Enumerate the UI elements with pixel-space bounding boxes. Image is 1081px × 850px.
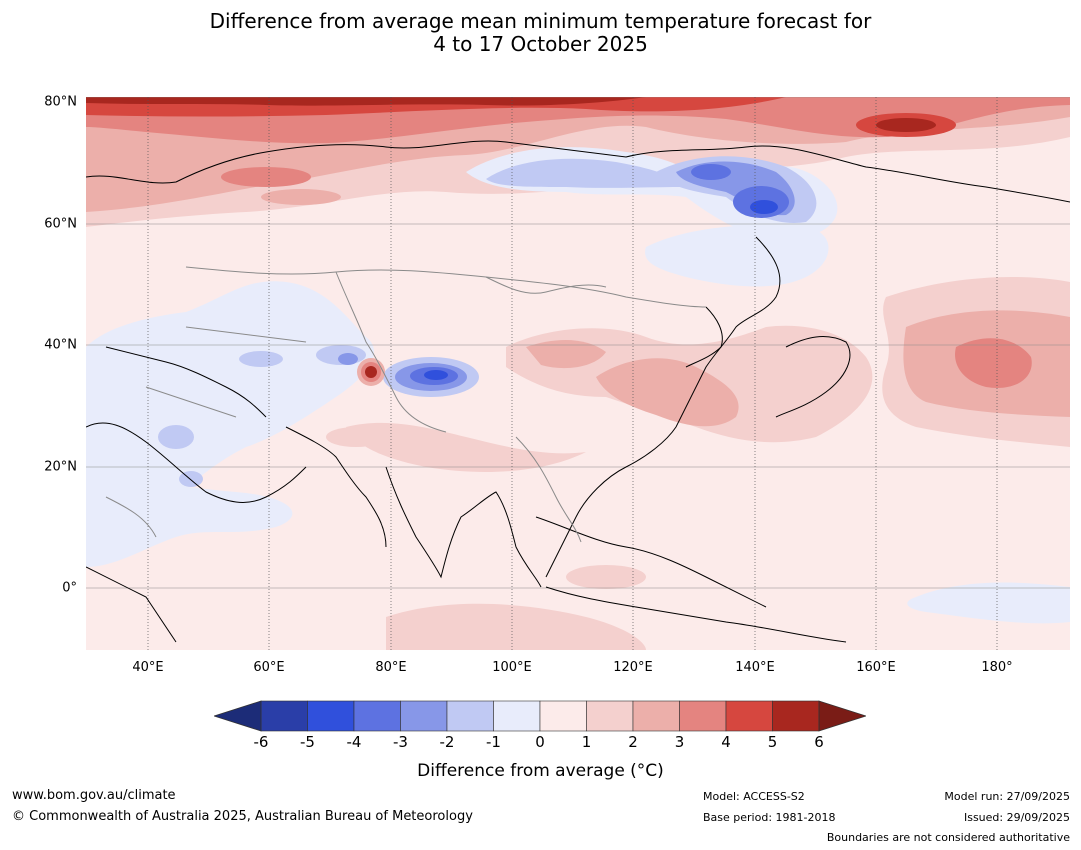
lon-label-80e: 80°E — [375, 660, 407, 675]
anomaly-field-5-6 — [86, 97, 646, 106]
cold-anomaly-pacific — [907, 582, 1070, 624]
warm-anomaly-china-coast — [596, 358, 739, 427]
cold-anomaly-pamir-core — [338, 353, 358, 365]
colorbar-cell — [539, 700, 587, 732]
footer-base-period: Base period: 1981-2018 — [703, 811, 836, 824]
colorbar-under-arrow — [214, 700, 262, 732]
colorbar-tick-label: -5 — [300, 733, 315, 751]
footer-copyright: © Commonwealth of Australia 2025, Austra… — [12, 809, 473, 824]
warm-anomaly-south-china — [346, 422, 586, 472]
colorbar-cell — [446, 700, 494, 732]
lon-label-160e: 160°E — [856, 660, 896, 675]
colorbar-cell — [307, 700, 355, 732]
cold-anomaly-mongolia — [645, 225, 829, 287]
warm-anomaly-himalaya — [326, 427, 386, 447]
warm-anomaly-indonesia — [566, 565, 646, 589]
lat-label-60n: 60°N — [44, 216, 77, 232]
cold-anomaly-secondary — [691, 164, 731, 180]
coastlines — [86, 140, 1070, 643]
lat-label-0: 0° — [62, 580, 77, 596]
lon-label-60e: 60°E — [253, 660, 285, 675]
cold-anomaly-arabia-south — [179, 471, 203, 487]
footer-website[interactable]: www.bom.gov.au/climate — [12, 788, 176, 803]
colorbar-cell — [400, 700, 448, 732]
cold-anomaly-east-africa — [86, 477, 293, 567]
colorbar-cell — [260, 700, 308, 732]
warm-anomaly-karakoram-core — [365, 366, 377, 378]
lat-label-40n: 40°N — [44, 337, 77, 353]
map-title-line-2: 4 to 17 October 2025 — [433, 32, 648, 56]
lat-label-80n: 80°N — [44, 94, 77, 110]
colorbar-tick-label: 6 — [814, 733, 824, 751]
colorbar-over-arrow — [818, 700, 866, 732]
colorbar-cell — [586, 700, 634, 732]
warm-anomaly-chukchi-core — [876, 118, 936, 132]
colorbar-cell — [632, 700, 680, 732]
lon-label-120e: 120°E — [613, 660, 653, 675]
colorbar-tick-label: 5 — [767, 733, 778, 751]
colorbar-cell — [725, 700, 773, 732]
warm-anomaly-barents — [221, 167, 311, 187]
colorbar-tick-label: -4 — [346, 733, 362, 751]
country-borders — [105, 266, 707, 543]
cold-anomaly-central-asia — [86, 281, 375, 539]
colorbar-tick-label: 3 — [674, 733, 685, 751]
footer-model: Model: ACCESS-S2 — [703, 790, 805, 803]
map-title-line-1: Difference from average mean minimum tem… — [209, 9, 872, 33]
colorbar-cell — [493, 700, 541, 732]
footer-model-run: Model run: 27/09/2025 — [944, 790, 1070, 803]
warm-anomaly-equatorial-indian — [386, 603, 646, 650]
colorbar-cell — [353, 700, 401, 732]
colorbar-tick-label: -2 — [439, 733, 455, 751]
cold-anomaly-tibet-core — [424, 370, 448, 380]
colorbar-tick-label: -6 — [253, 733, 269, 751]
lon-label-180: 180° — [981, 660, 1013, 675]
colorbar-tick-label: -3 — [393, 733, 408, 751]
lon-label-40e: 40°E — [132, 660, 164, 675]
forecast-map-canvas — [86, 97, 1070, 650]
forecast-map — [86, 97, 1070, 650]
warm-anomaly-urals — [261, 189, 341, 205]
colorbar-tick-label: 1 — [581, 733, 592, 751]
cold-anomaly-arabia — [158, 425, 194, 449]
colorbar-tick-label: 2 — [628, 733, 638, 751]
footer-issued: Issued: 29/09/2025 — [963, 811, 1070, 824]
colorbar-tick-label: 4 — [721, 733, 731, 751]
colorbar-tick-label: 0 — [535, 733, 545, 751]
footer-disclaimer: Boundaries are not considered authoritat… — [826, 831, 1070, 844]
lon-gridlines — [147, 97, 998, 650]
cold-anomaly-core-inner — [750, 200, 778, 214]
warm-anomaly-north-pacific-core — [955, 338, 1032, 388]
lon-label-140e: 140°E — [735, 660, 775, 675]
cold-anomaly-siberia — [486, 158, 686, 188]
colorbar-label: Difference from average (°C) — [417, 761, 664, 781]
lon-label-100e: 100°E — [492, 660, 532, 675]
colorbar-cell — [772, 700, 820, 732]
lat-label-20n: 20°N — [44, 459, 77, 475]
colorbar-tick-label: -1 — [486, 733, 501, 751]
lat-gridlines — [86, 97, 1070, 589]
colorbar — [214, 700, 866, 732]
colorbar-cell — [679, 700, 727, 732]
warm-anomaly-sichuan — [526, 340, 606, 369]
cold-anomaly-iran — [239, 351, 283, 367]
